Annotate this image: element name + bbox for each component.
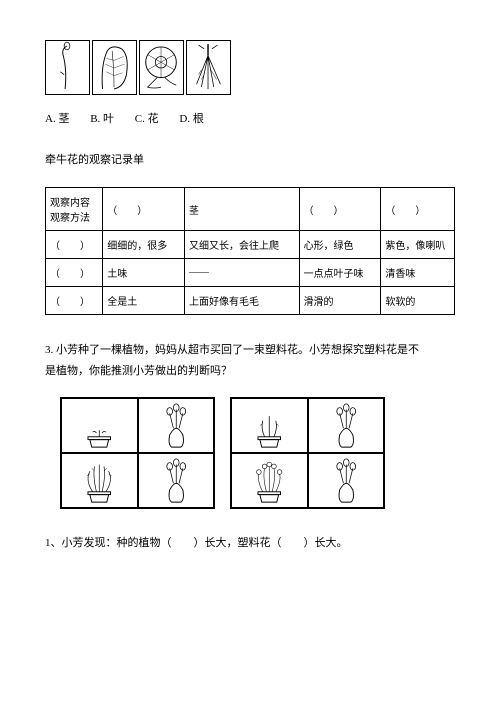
table-cell: 心形，绿色 [299, 231, 381, 259]
table-cell: 一点点叶子味 [299, 259, 381, 287]
pot-medium-plant [231, 398, 308, 453]
pot-bushy-plant [61, 453, 138, 508]
table-cell: （ ） [46, 231, 103, 259]
answer-options: A. 茎 B. 叶 C. 花 D. 根 [45, 110, 455, 126]
pot-flowering-plant [231, 453, 308, 508]
leaf-image [92, 40, 137, 95]
table-header-cell: 观察内容 观察方法 [46, 188, 103, 231]
table-cell: （ ） [103, 188, 185, 231]
vase-flowers-2 [138, 453, 215, 508]
option-b: B. 叶 [90, 113, 114, 125]
table-cell: 土味 [103, 259, 185, 287]
table-cell: （ ） [46, 287, 103, 315]
table-cell: 又细又长，会往上爬 [185, 231, 300, 259]
table-cell: （ ） [46, 259, 103, 287]
flower-image [139, 40, 184, 95]
root-image [186, 40, 231, 95]
plant-images-row [45, 40, 455, 95]
question-3: 3. 小芳种了一棵植物，妈妈从超市买回了一束塑料花。小芳想探究塑料花是不 是植物… [45, 340, 455, 382]
option-d: D. 根 [179, 113, 203, 125]
observation-table: 观察内容 观察方法 （ ） 茎 （ ） （ ） （ ） 细细的，很多 又细又长，… [45, 187, 455, 315]
table-cell: 软软的 [381, 287, 455, 315]
table-cell: （ ） [299, 188, 381, 231]
stem-image [45, 40, 90, 95]
observation-title: 牵牛花的观察记录单 [45, 151, 455, 167]
pot-small-plant [61, 398, 138, 453]
vase-flowers-1 [138, 398, 215, 453]
option-c: C. 花 [135, 113, 159, 125]
table-cell: 滑滑的 [299, 287, 381, 315]
table-cell: 清香味 [381, 259, 455, 287]
grid-left [60, 397, 215, 509]
vase-flowers-3 [308, 398, 385, 453]
table-cell: 全是土 [103, 287, 185, 315]
question-3-sub1: 1、小芳发现：种的植物（ ）长大，塑料花（ ）长大。 [45, 534, 455, 554]
table-cell: （ ） [381, 188, 455, 231]
table-cell: —— [185, 259, 300, 287]
growth-comparison-grids [60, 397, 455, 509]
vase-flowers-4 [308, 453, 385, 508]
table-cell: 上面好像有毛毛 [185, 287, 300, 315]
grid-right [230, 397, 385, 509]
option-a: A. 茎 [45, 113, 69, 125]
table-cell: 茎 [185, 188, 300, 231]
table-cell: 紫色，像喇叭 [381, 231, 455, 259]
table-cell: 细细的，很多 [103, 231, 185, 259]
